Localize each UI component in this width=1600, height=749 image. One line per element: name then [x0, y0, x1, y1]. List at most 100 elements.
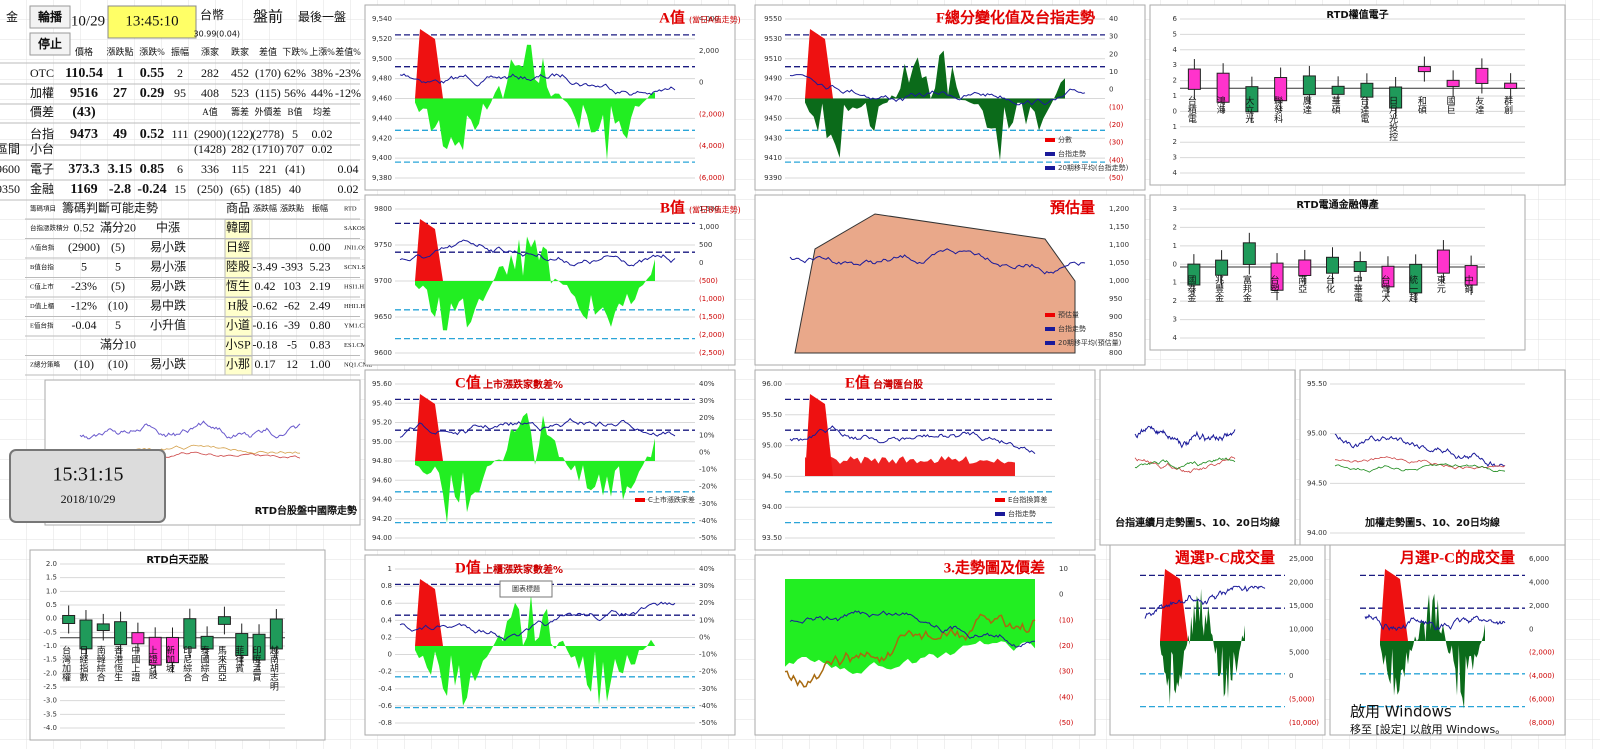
- y-tick-label: -3.5: [43, 710, 57, 718]
- table-cell: B值台指: [30, 262, 54, 271]
- y-tick-label: 9800: [374, 205, 392, 213]
- spread-line: [784, 613, 1036, 688]
- y2-tick-label: 20,000: [1289, 578, 1314, 586]
- legend-label: 台指走勢: [1008, 509, 1036, 518]
- y-tick-label: 95.50: [1307, 380, 1327, 388]
- y-tick-label: 3: [1173, 154, 1177, 162]
- y-tick-label: 9450: [764, 114, 782, 122]
- area-peak: [805, 394, 833, 476]
- y-tick-label: 9430: [764, 134, 782, 142]
- table-cell: (2900): [68, 240, 100, 254]
- candle-body: [1298, 259, 1312, 276]
- candle-body: [62, 614, 76, 624]
- y2-tick-label: (50): [1059, 719, 1074, 727]
- chart-subtitle: (當日A值走勢): [689, 15, 741, 25]
- legend-swatch: [995, 512, 1005, 516]
- candle-body: [1389, 86, 1403, 109]
- category-label: 台灣加權: [60, 645, 71, 683]
- currency: 台幣: [200, 7, 224, 22]
- y2-tick-label: 10: [1109, 68, 1118, 76]
- table-cell: 9600: [0, 162, 20, 176]
- candle-body: [269, 618, 283, 650]
- table-cell: (1710): [252, 142, 284, 156]
- y-tick-label: 9410: [764, 154, 782, 162]
- category-label: 南韓綜合: [95, 645, 106, 683]
- chart-title: 台指連續月走勢圖5、10、20日均線: [1115, 516, 1280, 529]
- y-tick-label: 0.6: [381, 599, 393, 607]
- y-tick-label: 4: [1173, 169, 1178, 177]
- column-header: 差值: [259, 46, 277, 57]
- table-cell: 0.02: [312, 127, 333, 141]
- candle-body: [1242, 242, 1256, 265]
- y-tick-label: 95.40: [372, 399, 392, 407]
- rotate-button-label: 輪播: [38, 9, 63, 24]
- table-cell: (250): [197, 182, 223, 196]
- y-tick-label: 9,500: [372, 55, 392, 63]
- column-header: 跌家: [231, 46, 249, 57]
- y2-tick-label: (1,500): [699, 313, 725, 321]
- candle-body: [235, 633, 249, 656]
- category-label: 台灣大: [1379, 274, 1390, 303]
- table-cell: 0.02: [312, 142, 333, 156]
- column-header: 籌碼項目: [30, 203, 56, 212]
- table-cell: 2: [177, 66, 183, 80]
- table-cell: 5: [115, 259, 121, 273]
- candle-body: [1504, 82, 1518, 89]
- y-tick-label: 9,460: [372, 95, 392, 103]
- product-cell: [224, 355, 253, 376]
- area-peak: [805, 29, 833, 99]
- y-tick-label: 94.60: [372, 476, 392, 484]
- column-header: 振幅: [312, 203, 328, 213]
- y2-tick-label: (40): [1059, 693, 1074, 701]
- table-cell: -62: [284, 298, 300, 312]
- y2-tick-label: -20%: [699, 668, 717, 676]
- table-cell: HHI1.HK: [344, 303, 370, 310]
- table-cell: -2.8: [109, 182, 131, 197]
- table-cell: 56%: [284, 86, 306, 100]
- table-cell: -39: [284, 318, 300, 332]
- y2-tick-label: 10%: [699, 431, 715, 439]
- price-line: [1334, 433, 1506, 467]
- legend-swatch: [635, 498, 645, 502]
- chart-title: F總分變化值及台指走勢: [936, 8, 1095, 26]
- table-cell: 滿分20: [100, 220, 136, 234]
- table-cell: 滿分10: [100, 337, 136, 351]
- y2-tick-label: 15,000: [1289, 602, 1314, 610]
- time: 13:45:10: [125, 13, 178, 29]
- legend-swatch: [1045, 341, 1055, 345]
- column-header: 商品: [226, 200, 250, 215]
- table-cell: 小SP: [225, 337, 251, 351]
- candle-body: [217, 616, 231, 625]
- column-header: 均差: [313, 106, 331, 117]
- rotate-button[interactable]: [29, 5, 71, 29]
- y2-tick-label: 6,000: [1529, 555, 1549, 563]
- y-tick-label: 95.50: [762, 411, 782, 419]
- y2-tick-label: 0: [1529, 625, 1533, 633]
- table-cell: (115): [255, 86, 281, 100]
- table-cell: D值上櫃: [30, 301, 55, 310]
- y2-tick-label: 1,000: [1109, 277, 1129, 285]
- candle-body: [1464, 265, 1478, 286]
- table-cell: 62%: [284, 66, 306, 80]
- y-tick-label: -3.0: [43, 697, 57, 705]
- y-tick-label: 0.4: [381, 616, 393, 624]
- y-tick-label: 94.00: [1307, 529, 1327, 537]
- table-cell: 282: [231, 142, 249, 156]
- y2-tick-label: 4,000: [1529, 578, 1549, 586]
- y-tick-label: 3: [1173, 316, 1177, 324]
- column-header: 漲家: [201, 46, 219, 57]
- table-cell: -5: [287, 337, 297, 351]
- table-cell: 9473: [70, 127, 98, 142]
- y2-tick-label: 1,000: [699, 223, 719, 231]
- y2-tick-label: 20%: [699, 414, 715, 422]
- stop-button[interactable]: [29, 32, 71, 56]
- session: 盤前: [253, 8, 283, 25]
- legend-swatch: [1045, 138, 1055, 142]
- table-cell: 韓國: [226, 220, 250, 234]
- chart-panel: 95.60 95.40 95.20 95.00 94.80 94.60 94.40 94.20…: [364, 369, 736, 551]
- table-cell: (10): [108, 357, 128, 371]
- y-tick-label: 0.5: [46, 601, 57, 609]
- y-tick-label: 9650: [374, 313, 392, 321]
- y-tick-label: 96.00: [762, 380, 782, 388]
- chart-title: 3.走勢圖及價差: [944, 558, 1045, 576]
